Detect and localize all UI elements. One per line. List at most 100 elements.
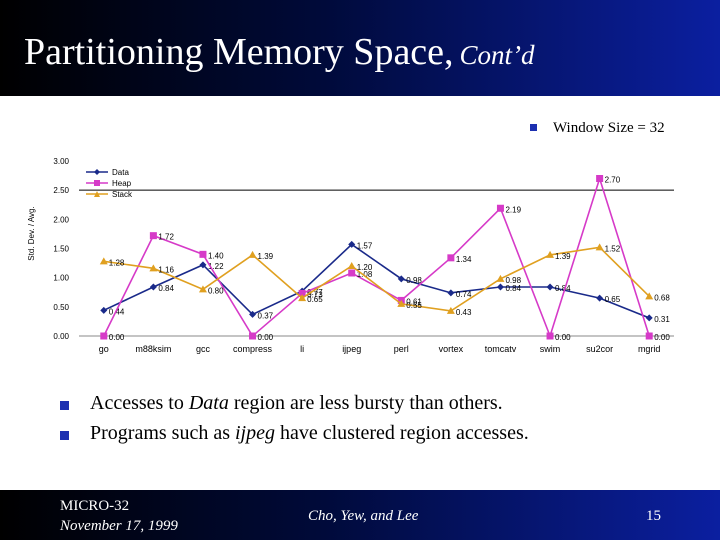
data-point-data xyxy=(496,283,504,291)
data-label-heap: 0.00 xyxy=(109,333,125,342)
bullet-text-post: have clustered region accesses. xyxy=(274,422,529,444)
data-label-heap: 0.73 xyxy=(307,290,323,299)
legend-label-stack: Stack xyxy=(112,190,133,199)
data-point-stack xyxy=(347,262,356,269)
data-point-data xyxy=(596,294,604,302)
data-label-heap: 0.61 xyxy=(406,297,422,306)
data-point-heap xyxy=(149,232,157,240)
data-point-heap xyxy=(199,250,207,258)
data-label-stack: 0.80 xyxy=(208,286,224,295)
data-label-heap: 2.70 xyxy=(605,176,621,185)
data-label-data: 1.22 xyxy=(208,262,224,271)
bullet-text-post: region are less bursty than others. xyxy=(228,392,503,414)
data-point-data xyxy=(100,306,108,314)
legend-marker-heap xyxy=(94,180,100,186)
data-point-stack xyxy=(397,299,406,307)
line-chart: 0.00 0.50 1.00 1.50 2.00 2.50 3.00 Std. Dev. / … xyxy=(27,157,674,354)
y-tick-label: 1.00 xyxy=(53,274,69,283)
data-label-stack: 0.43 xyxy=(456,308,472,317)
series-line-stack xyxy=(103,246,650,312)
y-tick-label: 2.50 xyxy=(53,186,69,195)
bullet-text-emphasis: ijpeg xyxy=(234,422,275,444)
square-bullet-icon xyxy=(60,401,69,410)
data-label-data: 0.98 xyxy=(406,276,422,285)
data-point-heap xyxy=(249,332,257,340)
y-tick-label: 2.00 xyxy=(53,215,69,224)
data-label-data: 0.65 xyxy=(605,295,621,304)
bullet-text-pre: Accesses to xyxy=(90,392,189,414)
x-tick-label: vortex xyxy=(439,344,464,354)
footer-authors: Cho, Yew, and Lee xyxy=(308,508,419,524)
footer-bar: MICRO-32 November 17, 1999 Cho, Yew, and… xyxy=(0,490,720,540)
data-label-stack: 1.16 xyxy=(158,265,174,274)
x-tick-label: ijpeg xyxy=(342,344,361,354)
data-label-stack: 1.20 xyxy=(357,263,373,272)
data-label-stack: 0.55 xyxy=(406,301,422,310)
legend-label-data: Data xyxy=(112,168,129,177)
x-tick-label: tomcatv xyxy=(485,344,517,354)
bullet-text-pre: Programs such as xyxy=(90,422,235,444)
data-label-stack: 1.39 xyxy=(555,252,571,261)
title-bar: Partitioning Memory Space, Cont’d xyxy=(0,0,720,96)
data-label-heap: 0.00 xyxy=(258,333,274,342)
data-point-stack xyxy=(149,264,158,272)
slide-title-main: Partitioning Memory Space, xyxy=(24,31,454,73)
data-point-data xyxy=(199,261,207,269)
square-bullet-icon xyxy=(60,431,69,440)
footer-conference-block: MICRO-32 November 17, 1999 xyxy=(60,496,178,536)
data-point-heap xyxy=(645,332,653,340)
bullet-text: Accesses to Data region are less bursty … xyxy=(90,392,503,415)
data-label-data: 0.84 xyxy=(158,284,174,293)
data-label-heap: 0.00 xyxy=(654,333,670,342)
data-label-data: 0.44 xyxy=(109,307,125,316)
data-point-stack xyxy=(496,274,505,282)
data-label-data: 0.31 xyxy=(654,315,670,324)
square-bullet-icon xyxy=(530,124,537,132)
data-point-data xyxy=(348,240,356,248)
x-tick-label: swim xyxy=(540,344,561,354)
x-tick-label: perl xyxy=(394,344,409,354)
data-label-heap: 1.72 xyxy=(158,233,174,242)
data-label-stack: 1.39 xyxy=(258,252,274,261)
x-tick-label: go xyxy=(99,344,109,354)
data-point-data xyxy=(546,283,554,291)
window-size-label: Window Size = 32 xyxy=(553,120,665,136)
y-tick-label: 0.00 xyxy=(53,332,69,341)
bullet-text-emphasis: Data xyxy=(188,392,229,414)
data-point-heap xyxy=(496,204,504,212)
bullet-text: Programs such as ijpeg have clustered re… xyxy=(90,422,529,445)
y-axis-label: Std. Dev. / Avg. xyxy=(27,206,36,260)
data-point-stack xyxy=(298,294,307,302)
data-point-heap xyxy=(546,332,554,340)
x-tick-label: mgrid xyxy=(638,344,661,354)
data-label-data: 0.74 xyxy=(456,290,472,299)
data-point-stack xyxy=(546,250,555,258)
slide-title-sub: Cont’d xyxy=(459,40,535,70)
data-label-data: 1.57 xyxy=(357,241,373,250)
data-point-stack xyxy=(198,285,207,293)
data-label-data: 0.84 xyxy=(505,284,521,293)
data-point-stack xyxy=(645,292,654,300)
data-label-heap: 2.19 xyxy=(505,205,521,214)
series-line-data xyxy=(103,243,650,319)
window-size-note: Window Size = 32 xyxy=(530,120,665,137)
legend-marker-stack xyxy=(94,191,100,197)
y-tick-label: 3.00 xyxy=(53,157,69,166)
data-point-heap xyxy=(596,175,604,182)
data-label-stack: 1.52 xyxy=(605,244,621,253)
data-label-data: 0.77 xyxy=(307,288,323,297)
y-tick-label: 1.50 xyxy=(53,245,69,254)
page-number: 15 xyxy=(646,508,661,524)
x-tick-label: su2cor xyxy=(586,344,613,354)
data-label-heap: 1.34 xyxy=(456,255,472,264)
x-tick-label: m88ksim xyxy=(135,344,171,354)
data-label-heap: 0.00 xyxy=(555,333,571,342)
data-point-heap xyxy=(100,332,108,340)
x-tick-label: gcc xyxy=(196,344,211,354)
data-label-stack: 0.68 xyxy=(654,293,670,302)
y-tick-label: 0.50 xyxy=(53,303,69,312)
data-label-data: 0.84 xyxy=(555,284,571,293)
x-tick-label: compress xyxy=(233,344,273,354)
data-label-heap: 1.40 xyxy=(208,251,224,260)
data-point-stack xyxy=(99,257,108,265)
